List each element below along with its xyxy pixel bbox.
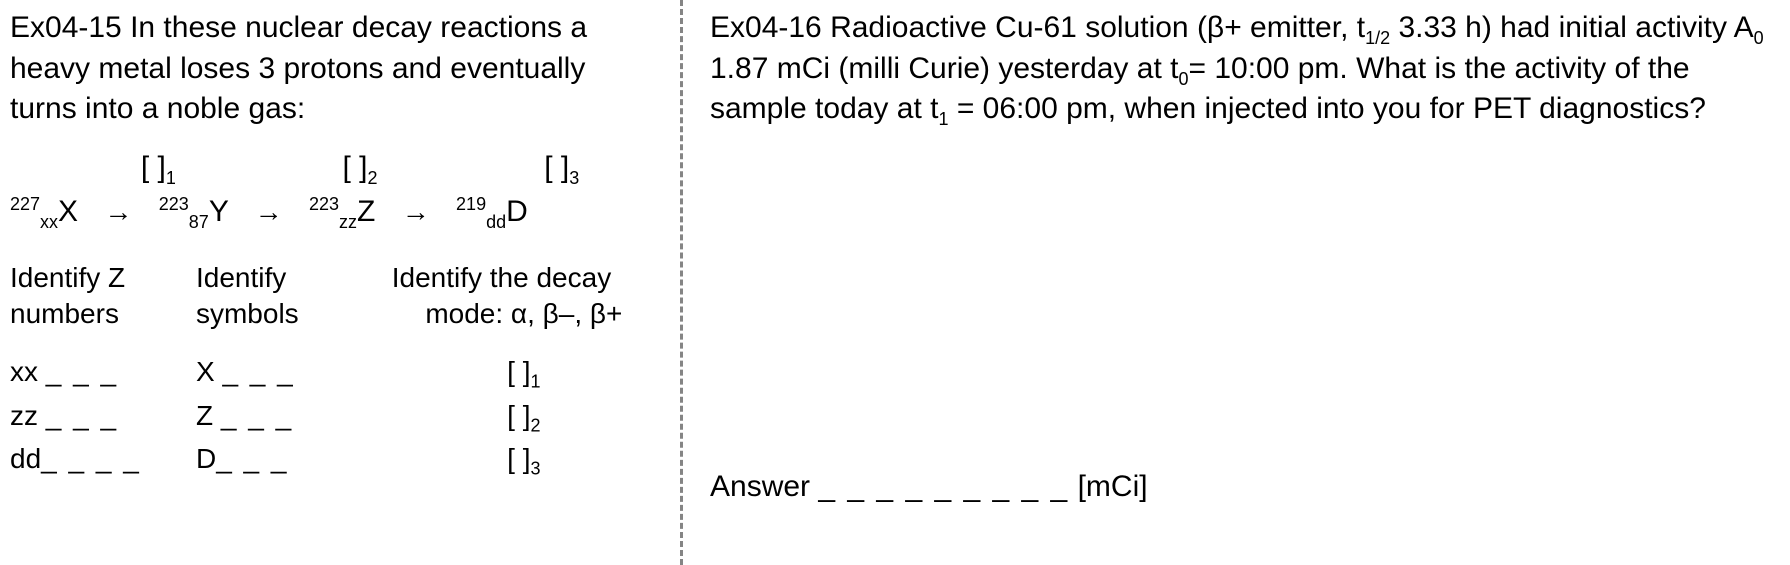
n3-z: zz <box>339 212 357 232</box>
sub-A0: 0 <box>1754 28 1764 48</box>
bracket-3-sub: 3 <box>569 168 579 188</box>
answer-line[interactable]: Answer _ _ _ _ _ _ _ _ _ [mCi] <box>710 470 1770 504</box>
decay-chain-brackets: [ ]1 [ ]2 [ ]3 <box>10 150 656 186</box>
p2: 3.33 h) had initial activity A <box>1390 11 1754 44</box>
blank-X[interactable]: X _ _ _ <box>196 350 392 393</box>
n2-z: 87 <box>189 212 209 232</box>
n4-mass: 219 <box>456 194 486 214</box>
n4-sym: D <box>506 195 528 228</box>
arrow-3: → <box>402 195 430 229</box>
blank-Z[interactable]: Z _ _ _ <box>196 394 392 437</box>
sub-t0: 0 <box>1178 69 1188 89</box>
blank-row-2: zz _ _ _ Z _ _ _ [ ]2 <box>10 394 656 437</box>
blank-xx[interactable]: xx _ _ _ <box>10 350 196 393</box>
n3-mass: 223 <box>309 194 339 214</box>
p3: 1.87 mCi (milli Curie) yesterday at t <box>710 52 1178 85</box>
blank-mode-3[interactable]: [ ]3 <box>392 437 656 480</box>
bracket-1: [ ] <box>141 151 166 184</box>
bracket-1-sub: 1 <box>166 168 176 188</box>
blank-mode-1[interactable]: [ ]1 <box>392 350 656 393</box>
header-symbols: Identify symbols <box>196 260 392 333</box>
blank-dd[interactable]: dd_ _ _ _ <box>10 437 196 480</box>
p5: = 06:00 pm, when injected into you for P… <box>948 92 1705 125</box>
header-z-numbers: Identify Z numbers <box>10 260 196 333</box>
blank-mode-2[interactable]: [ ]2 <box>392 394 656 437</box>
decay-chain: 227xxX → 22387Y → 223zzZ → 219ddD <box>10 194 656 230</box>
n2-sym: Y <box>209 195 228 228</box>
blank-D[interactable]: D_ _ _ <box>196 437 392 480</box>
answer-headers: Identify Z numbers Identify symbols Iden… <box>10 260 656 333</box>
answer-unit: [mCi] <box>1078 470 1148 503</box>
left-column: Ex04-15 In these nuclear decay reactions… <box>0 0 680 565</box>
sub-t1: 1 <box>938 109 948 129</box>
bracket-2-sub: 2 <box>368 168 378 188</box>
ex04-15-prompt: Ex04-15 In these nuclear decay reactions… <box>10 8 656 130</box>
blank-row-1: xx _ _ _ X _ _ _ [ ]1 <box>10 350 656 393</box>
column-divider-icon <box>680 0 683 565</box>
n1-mass: 227 <box>10 194 40 214</box>
ex04-16-prompt: Ex04-16 Radioactive Cu-61 solution (β+ e… <box>710 8 1770 130</box>
bracket-3: [ ] <box>544 151 569 184</box>
right-column: Ex04-16 Radioactive Cu-61 solution (β+ e… <box>680 0 1790 565</box>
n2-mass: 223 <box>159 194 189 214</box>
n3-sym: Z <box>357 195 375 228</box>
header-mode-line1: Identify the decay <box>392 260 656 296</box>
n1-z: xx <box>40 212 58 232</box>
arrow-2: → <box>255 195 283 229</box>
arrow-1: → <box>104 195 132 229</box>
header-mode: Identify the decay mode: α, β–, β+ <box>392 260 656 333</box>
p1: Ex04-16 Radioactive Cu-61 solution (β+ e… <box>710 11 1365 44</box>
n1-sym: X <box>58 195 78 228</box>
answer-blank: _ _ _ _ _ _ _ _ _ <box>818 470 1069 503</box>
answer-label: Answer <box>710 470 810 503</box>
n4-z: dd <box>486 212 506 232</box>
blank-row-3: dd_ _ _ _ D_ _ _ [ ]3 <box>10 437 656 480</box>
page: Ex04-15 In these nuclear decay reactions… <box>0 0 1790 565</box>
blank-zz[interactable]: zz _ _ _ <box>10 394 196 437</box>
sub-half: 1/2 <box>1365 28 1390 48</box>
bracket-2: [ ] <box>343 151 368 184</box>
header-mode-line2: mode: α, β–, β+ <box>392 296 656 332</box>
